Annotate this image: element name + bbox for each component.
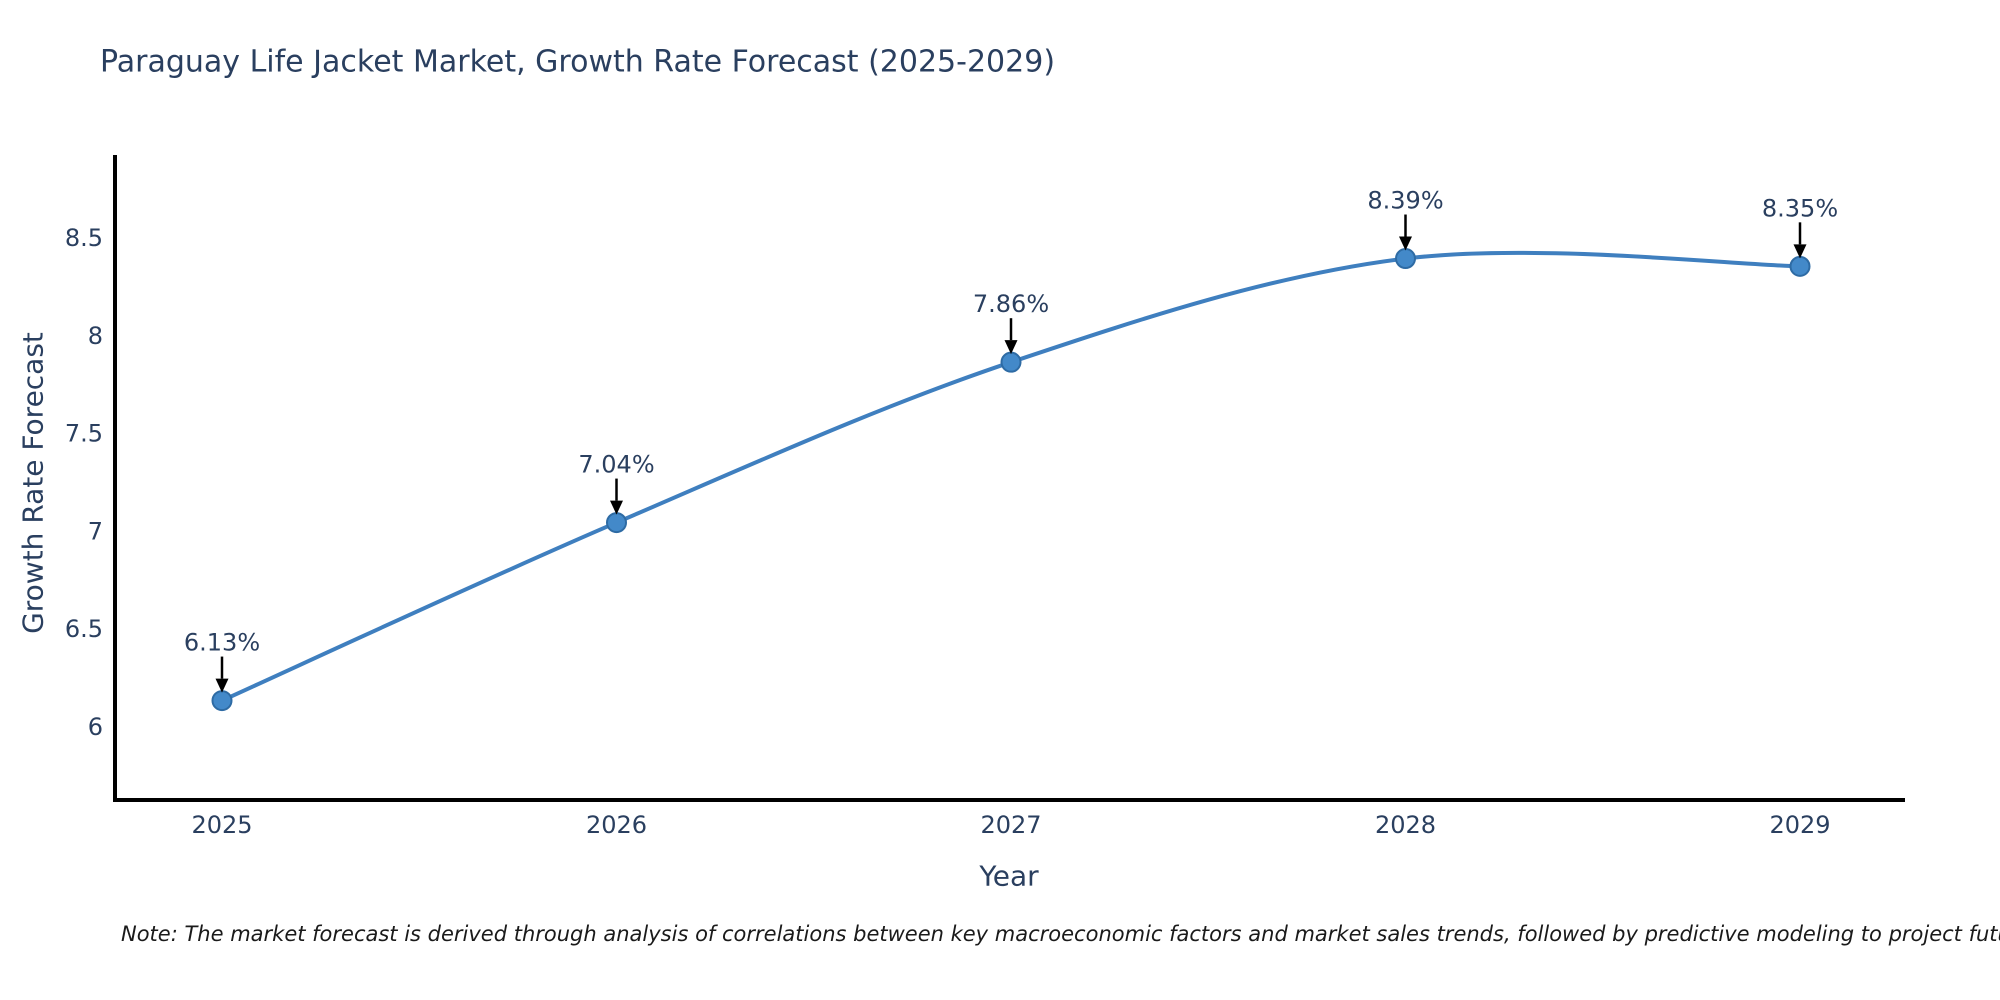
data-point-marker: [1789, 255, 1811, 277]
annotation-label: 8.39%: [1367, 187, 1443, 215]
x-tick-label: 2029: [1769, 811, 1830, 839]
data-point-marker: [606, 512, 627, 534]
x-tick-label: 2026: [586, 811, 647, 839]
annotation-arrowhead: [1004, 340, 1018, 355]
y-tick-label: 6.5: [65, 615, 103, 643]
annotation-label: 7.04%: [578, 451, 654, 479]
footnote: Note: The market forecast is derived thr…: [121, 922, 2000, 946]
y-tick-label: 7.5: [65, 420, 103, 448]
annotation-arrowhead: [1399, 236, 1412, 251]
annotation-arrowhead: [1793, 244, 1807, 259]
annotation-label: 7.86%: [973, 290, 1049, 318]
annotation-label: 6.13%: [184, 629, 260, 657]
x-axis-title: Year: [979, 859, 1039, 893]
x-tick-label: 2027: [980, 811, 1041, 839]
x-tick-label: 2025: [191, 811, 252, 839]
y-tick-label: 6: [88, 713, 103, 741]
data-point-marker: [1395, 248, 1416, 270]
data-point-marker: [211, 690, 233, 712]
y-tick-label: 7: [88, 517, 103, 545]
annotation-arrowhead: [215, 678, 229, 693]
annotation-label: 8.35%: [1762, 194, 1838, 222]
chart-title: Paraguay Life Jacket Market, Growth Rate…: [100, 44, 1056, 80]
y-tick-label: 8.5: [65, 224, 103, 252]
y-tick-label: 8: [88, 322, 103, 350]
data-point-marker: [1000, 351, 1022, 373]
x-tick-label: 2028: [1375, 811, 1436, 839]
annotation-arrowhead: [610, 500, 623, 515]
